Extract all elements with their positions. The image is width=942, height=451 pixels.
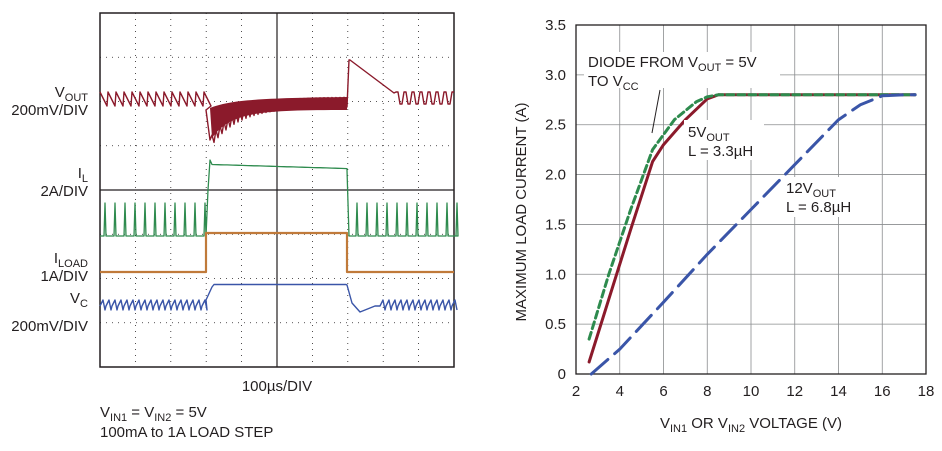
annotation-leader-diode [651, 89, 661, 134]
scope-trace-name-vout: VOUT​ [55, 84, 89, 104]
annotation-box-diode [584, 52, 780, 88]
chart-series [587, 93, 917, 376]
x-axis-label: VIN1​ OR VIN2​ VOLTAGE (V) [660, 415, 842, 435]
scope-caption-line-1: VIN1​ = VIN2​ = 5V [100, 404, 207, 424]
scope-grid [99, 12, 455, 368]
series-line-12v-6p8uh [589, 93, 917, 376]
x-tick-label: 12 [786, 383, 803, 400]
chart-tick-labels: 2 4 6 8 10 12 14 16 18 0 0.5 1.0 1.5 2.0 2.5 3.0 3.5 [545, 17, 934, 400]
annotation-diode-line-1: DIODE FROM VOUT​ = 5V [588, 54, 757, 74]
x-tick-label: 2 [572, 383, 580, 400]
scope-trace-il [100, 159, 459, 237]
scope-caption-line-2: 100mA to 1A LOAD STEP [100, 424, 273, 441]
y-tick-label: 2.0 [545, 167, 566, 184]
chart-panel: 2 4 6 8 10 12 14 16 18 0 0.5 1.0 1.5 2.0 2.5 3.0 3.5 DIO… [513, 17, 934, 435]
y-tick-label: 1.0 [545, 266, 566, 283]
annotation-diode-line-2: TO VCC​ [588, 73, 639, 93]
x-tick-label: 14 [830, 383, 847, 400]
x-tick-label: 18 [918, 383, 935, 400]
annotation-box-12v [782, 177, 860, 217]
y-tick-label: 3.0 [545, 67, 566, 84]
annotation-5v-line-2: L = 3.3µH [688, 143, 753, 160]
scope-trace-vc [99, 283, 458, 313]
y-axis-label: MAXIMUM LOAD CURRENT (A) [513, 103, 530, 322]
y-tick-label: 2.5 [545, 117, 566, 134]
scope-time-scale: 100µs/DIV [242, 378, 312, 395]
annotation-box-5v [684, 120, 764, 160]
x-tick-label: 6 [659, 383, 667, 400]
annotation-12v-line-1: 12VOUT​ [786, 180, 836, 200]
annotation-5v-line-1: 5VOUT​ [688, 124, 730, 144]
scope-trace-scale-il: 2A/DIV [40, 183, 88, 200]
scope-traces [99, 59, 459, 313]
scope-trace-name-vc: VC​ [70, 290, 88, 310]
scope-trace-scale-vc: 200mV/DIV [11, 318, 88, 335]
y-tick-label: 1.5 [545, 216, 566, 233]
y-tick-label: 0 [558, 366, 566, 383]
scope-trace-iload [100, 231, 454, 274]
chart-frame [575, 24, 927, 375]
x-tick-label: 16 [874, 383, 891, 400]
y-tick-label: 0.5 [545, 316, 566, 333]
x-tick-label: 8 [703, 383, 711, 400]
scope-trace-name-il: IL​ [78, 165, 88, 185]
scope-trace-scale-iload: 1A/DIV [40, 268, 88, 285]
x-tick-label: 4 [616, 383, 624, 400]
x-tick-label: 10 [743, 383, 760, 400]
scope-trace-scale-vout: 200mV/DIV [11, 102, 88, 119]
scope-trace-vout-band [210, 97, 347, 138]
scope-frame [99, 12, 455, 368]
series-line-diode [587, 93, 917, 341]
scope-trace-name-iload: ILOAD​ [54, 250, 88, 270]
scope-panel: VOUT​ 200mV/DIV IL​ 2A/DIV ILOAD​ 1A/DIV… [11, 12, 459, 441]
annotation-12v-line-2: L = 6.8µH [786, 199, 851, 216]
y-tick-label: 3.5 [545, 17, 566, 34]
